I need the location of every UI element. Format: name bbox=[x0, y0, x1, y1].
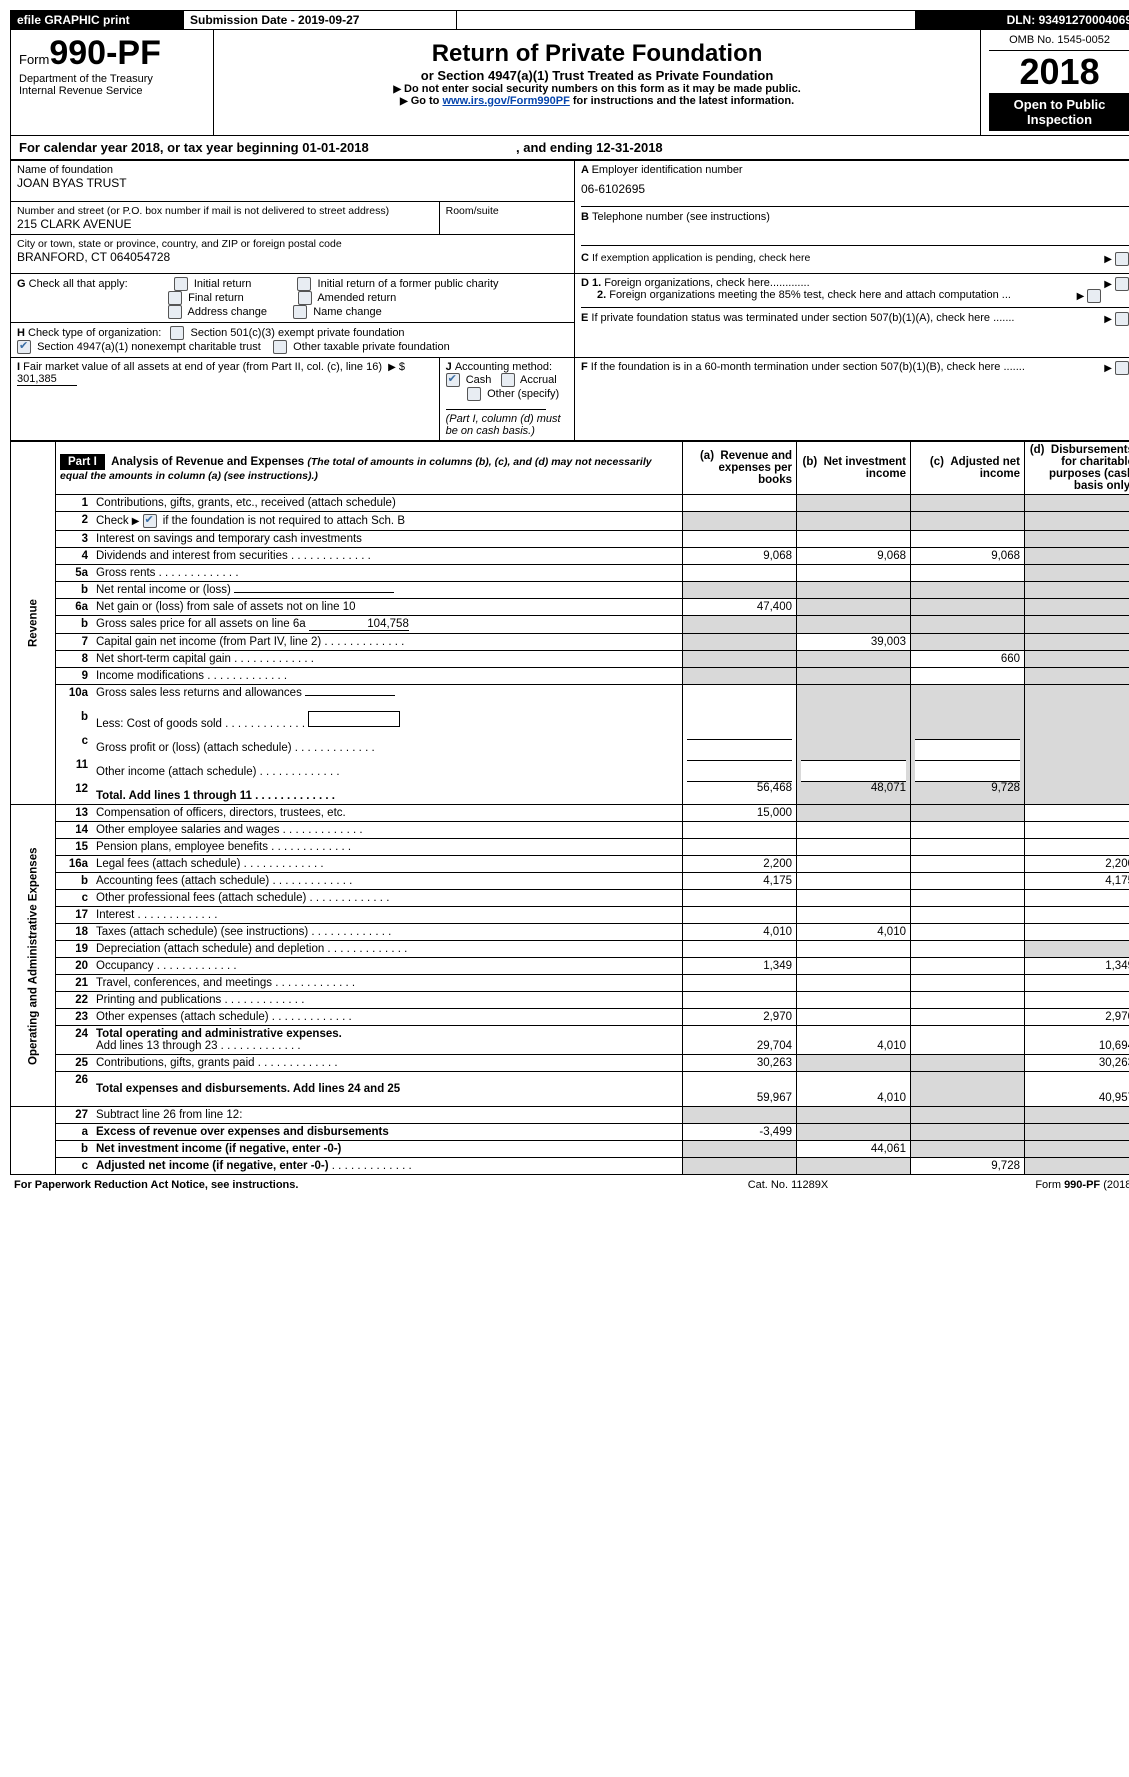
expenses-label: Operating and Administrative Expenses bbox=[11, 805, 56, 1107]
initial-former-checkbox[interactable] bbox=[297, 277, 311, 291]
form-title: Return of Private Foundation bbox=[222, 40, 972, 68]
dln: DLN: 93491270004069 bbox=[916, 11, 1129, 30]
accrual-checkbox[interactable] bbox=[501, 373, 515, 387]
f-checkbox[interactable] bbox=[1115, 361, 1129, 375]
phone-label: Telephone number (see instructions) bbox=[592, 211, 770, 223]
line-7: 7Capital gain net income (from Part IV, … bbox=[11, 634, 1129, 651]
part1-label: Part I bbox=[60, 454, 105, 470]
irs: Internal Revenue Service bbox=[19, 85, 205, 97]
room-label: Room/suite bbox=[446, 205, 568, 217]
dept-treasury: Department of the Treasury bbox=[19, 73, 205, 85]
line-5b-6a: bNet rental income or (loss) bbox=[11, 582, 1129, 599]
d1-checkbox[interactable] bbox=[1115, 277, 1129, 291]
line-9-10: 9Income modifications bbox=[11, 668, 1129, 685]
final-return-checkbox[interactable] bbox=[168, 291, 182, 305]
j-label: Accounting method: bbox=[455, 361, 552, 373]
line-8: 8Net short-term capital gain660 bbox=[11, 651, 1129, 668]
form-subtitle: or Section 4947(a)(1) Trust Treated as P… bbox=[222, 68, 972, 83]
line-6a: 6aNet gain or (loss) from sale of assets… bbox=[11, 599, 1129, 616]
part1-table: Revenue Part I Analysis of Revenue and E… bbox=[10, 441, 1129, 1175]
city: BRANFORD, CT 064054728 bbox=[17, 250, 568, 264]
footer: For Paperwork Reduction Act Notice, see … bbox=[10, 1177, 1129, 1193]
line-4: 4Dividends and interest from securities9… bbox=[11, 548, 1129, 565]
name-label: Name of foundation bbox=[17, 164, 568, 176]
omb-number: OMB No. 1545-0052 bbox=[989, 34, 1129, 51]
d2-checkbox[interactable] bbox=[1087, 289, 1101, 303]
line-2: 2Check if the foundation is not required… bbox=[11, 512, 1129, 531]
open-inspection: Open to Public Inspection bbox=[989, 93, 1129, 131]
form-number: Form990-PF bbox=[19, 34, 205, 73]
schb-checkbox[interactable] bbox=[143, 514, 157, 528]
c-label: If exemption application is pending, che… bbox=[592, 252, 810, 264]
instruction-ssn: Do not enter social security numbers on … bbox=[222, 83, 972, 95]
instruction-link: Go to www.irs.gov/Form990PF for instruct… bbox=[222, 95, 972, 107]
entity-info: Name of foundation JOAN BYAS TRUST A Emp… bbox=[10, 160, 1129, 441]
fmv-value: 301,385 bbox=[17, 373, 77, 386]
name-change-checkbox[interactable] bbox=[293, 305, 307, 319]
form-header: Form990-PF Department of the Treasury In… bbox=[10, 30, 1129, 136]
irs-link[interactable]: www.irs.gov/Form990PF bbox=[442, 95, 569, 107]
foundation-name: JOAN BYAS TRUST bbox=[17, 176, 568, 190]
e-checkbox[interactable] bbox=[1115, 312, 1129, 326]
line-1: 1Contributions, gifts, grants, etc., rec… bbox=[11, 495, 1129, 512]
initial-return-checkbox[interactable] bbox=[174, 277, 188, 291]
top-bar: efile GRAPHIC print Submission Date - 20… bbox=[10, 10, 1129, 30]
street-label: Number and street (or P.O. box number if… bbox=[17, 205, 433, 217]
h-label: Check type of organization: bbox=[28, 327, 161, 339]
h1-checkbox[interactable] bbox=[170, 326, 184, 340]
revenue-label: Revenue bbox=[11, 442, 56, 805]
h2-checkbox[interactable] bbox=[17, 340, 31, 354]
line-5a: 5aGross rents bbox=[11, 565, 1129, 582]
city-label: City or town, state or province, country… bbox=[17, 238, 568, 250]
cash-checkbox[interactable] bbox=[446, 373, 460, 387]
efile-label: efile GRAPHIC print bbox=[11, 11, 184, 30]
line-6b-7: bGross sales price for all assets on lin… bbox=[11, 616, 1129, 634]
tax-year: 2018 bbox=[989, 51, 1129, 93]
other-checkbox[interactable] bbox=[467, 387, 481, 401]
calendar-year-row: For calendar year 2018, or tax year begi… bbox=[10, 136, 1129, 160]
line-10-12: 10abc1112 Gross sales less returns and a… bbox=[11, 685, 1129, 805]
amended-return-checkbox[interactable] bbox=[298, 291, 312, 305]
address-change-checkbox[interactable] bbox=[168, 305, 182, 319]
h3-checkbox[interactable] bbox=[273, 340, 287, 354]
ein: 06-6102695 bbox=[581, 182, 1129, 196]
ein-label: Employer identification number bbox=[592, 164, 743, 176]
i-label: Fair market value of all assets at end o… bbox=[23, 361, 382, 373]
line-3: 3Interest on savings and temporary cash … bbox=[11, 531, 1129, 548]
c-checkbox[interactable] bbox=[1115, 252, 1129, 266]
submission-date: Submission Date - 2019-09-27 bbox=[184, 11, 457, 30]
street: 215 CLARK AVENUE bbox=[17, 217, 433, 231]
g-label: Check all that apply: bbox=[29, 278, 128, 290]
